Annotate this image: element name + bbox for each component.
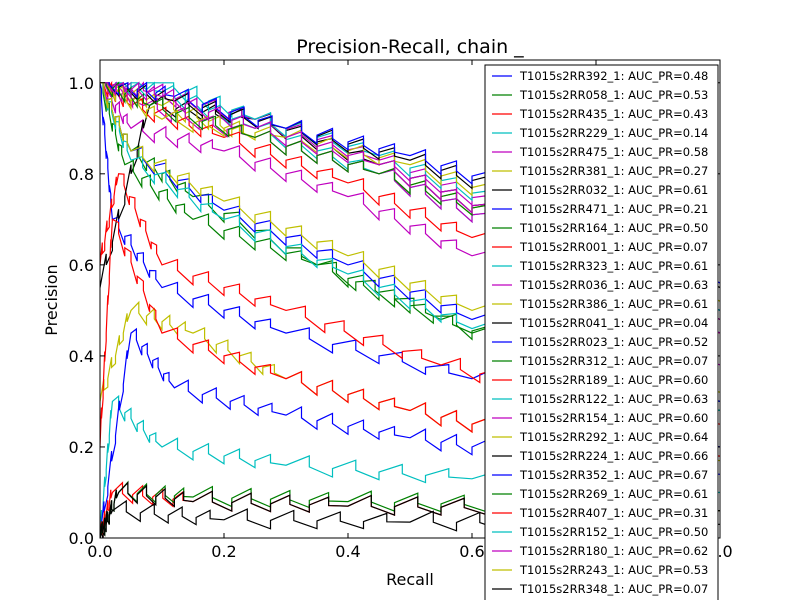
legend-label: T1015s2RR032_1: AUC_PR=0.61	[519, 183, 708, 197]
y-tick-label: 0.2	[69, 438, 94, 457]
legend-label: T1015s2RR180_1: AUC_PR=0.62	[519, 544, 708, 558]
legend-label: T1015s2RR348_1: AUC_PR=0.07	[519, 582, 708, 596]
legend-label: T1015s2RR224_1: AUC_PR=0.66	[519, 449, 708, 463]
legend-label: T1015s2RR312_1: AUC_PR=0.07	[519, 354, 708, 368]
legend-label: T1015s2RR041_1: AUC_PR=0.04	[519, 316, 708, 330]
legend-label: T1015s2RR407_1: AUC_PR=0.31	[519, 506, 708, 520]
legend-label: T1015s2RR292_1: AUC_PR=0.64	[519, 430, 708, 444]
legend-label: T1015s2RR386_1: AUC_PR=0.61	[519, 297, 708, 311]
legend-label: T1015s2RR023_1: AUC_PR=0.52	[519, 335, 708, 349]
legend-label: T1015s2RR058_1: AUC_PR=0.53	[519, 88, 708, 102]
legend-label: T1015s2RR036_1: AUC_PR=0.63	[519, 278, 708, 292]
x-tick-label: 0.4	[335, 542, 360, 561]
plot-frame	[99, 59, 721, 539]
legend-label: T1015s2RR189_1: AUC_PR=0.60	[519, 373, 708, 387]
legend-label: T1015s2RR122_1: AUC_PR=0.63	[519, 392, 708, 406]
x-tick-label: 0.0	[87, 542, 112, 561]
legend-label: T1015s2RR229_1: AUC_PR=0.14	[519, 126, 708, 140]
legend: T1015s2RR392_1: AUC_PR=0.48 T1015s2RR058_…	[484, 64, 719, 600]
x-axis-label: Recall	[386, 570, 434, 589]
chart-title: Precision-Recall, chain _	[296, 36, 524, 58]
y-tick-label: 0.4	[69, 347, 94, 366]
legend-label: T1015s2RR164_1: AUC_PR=0.50	[519, 221, 708, 235]
legend-label: T1015s2RR471_1: AUC_PR=0.21	[519, 202, 708, 216]
legend-label: T1015s2RR001_1: AUC_PR=0.07	[519, 240, 708, 254]
legend-label: T1015s2RR154_1: AUC_PR=0.60	[519, 411, 708, 425]
legend-box	[484, 64, 719, 600]
legend-label: T1015s2RR323_1: AUC_PR=0.61	[519, 259, 708, 273]
legend-label: T1015s2RR352_1: AUC_PR=0.67	[519, 468, 708, 482]
legend-label: T1015s2RR392_1: AUC_PR=0.48	[519, 69, 708, 83]
legend-label: T1015s2RR475_1: AUC_PR=0.58	[519, 145, 708, 159]
legend-label: T1015s2RR243_1: AUC_PR=0.53	[519, 563, 708, 577]
legend-label: T1015s2RR152_1: AUC_PR=0.50	[519, 525, 708, 539]
x-tick-label: 0.2	[211, 542, 236, 561]
y-axis: 0.0 0.2 0.4 0.6 0.8 1.0	[69, 74, 720, 548]
y-tick-label: 0.6	[69, 256, 94, 275]
y-tick-label: 0.8	[69, 165, 94, 184]
legend-label: T1015s2RR269_1: AUC_PR=0.61	[519, 487, 708, 501]
y-tick-label: 0.0	[69, 529, 94, 548]
legend-label: T1015s2RR381_1: AUC_PR=0.27	[519, 164, 708, 178]
y-axis-label: Precision	[42, 264, 61, 335]
x-tick-label: 0.6	[459, 542, 484, 561]
y-tick-label: 1.0	[69, 74, 94, 93]
legend-entries: T1015s2RR392_1: AUC_PR=0.48 T1015s2RR058_…	[492, 69, 708, 596]
legend-label: T1015s2RR435_1: AUC_PR=0.43	[519, 107, 708, 121]
